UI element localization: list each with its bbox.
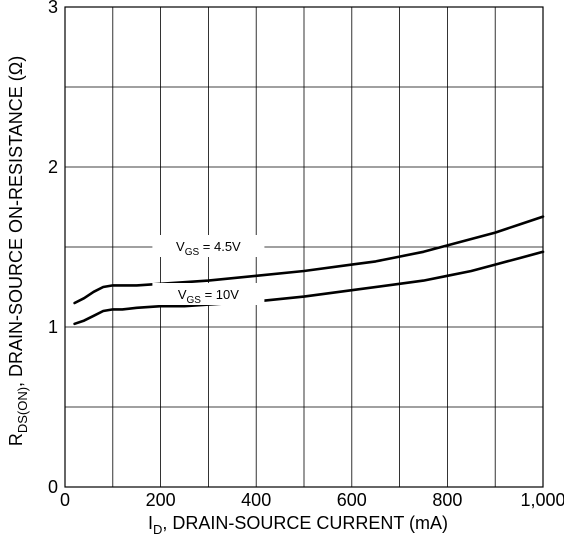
x-tick-label: 1,000 xyxy=(520,490,564,510)
grid xyxy=(65,7,543,487)
x-tick-label: 0 xyxy=(60,490,70,510)
x-tick-label: 800 xyxy=(432,490,462,510)
ticks-layer: 0 200 400 600 800 1,000 0 1 2 3 xyxy=(48,0,564,510)
x-tick-label: 200 xyxy=(146,490,176,510)
y-axis-title-sub: DS(ON) xyxy=(15,387,30,433)
series-label-background xyxy=(152,283,265,305)
series-line-1 xyxy=(73,250,545,326)
series-label-rest: = 4.5V xyxy=(199,239,241,254)
series-label-0: VGS = 4.5V xyxy=(176,239,241,258)
series-label-sub: GS xyxy=(187,295,202,306)
series-line-0 xyxy=(73,215,545,305)
y-tick-label: 1 xyxy=(48,317,58,337)
y-tick-label: 0 xyxy=(48,477,58,497)
y-tick-label: 3 xyxy=(48,0,58,17)
series-label-background xyxy=(152,235,265,257)
x-axis-title-rest: , DRAIN-SOURCE CURRENT (mA) xyxy=(162,513,448,533)
series-label-sub: GS xyxy=(185,247,200,258)
y-axis-title-main: R xyxy=(6,433,26,446)
plot-frame xyxy=(64,6,544,488)
series-layer xyxy=(73,215,545,326)
series-label-main: V xyxy=(178,287,187,302)
x-tick-label: 400 xyxy=(241,490,271,510)
series-label-rest: = 10V xyxy=(201,287,239,302)
x-tick-label: 600 xyxy=(337,490,367,510)
y-tick-label: 2 xyxy=(48,157,58,177)
series-label-1: VGS = 10V xyxy=(178,287,239,306)
x-axis-title-sub: D xyxy=(153,522,162,537)
x-axis-title: ID, DRAIN-SOURCE CURRENT (mA) xyxy=(148,513,448,537)
y-axis-title-rest: , DRAIN-SOURCE ON-RESISTANCE (Ω) xyxy=(6,56,26,387)
y-axis-title: RDS(ON), DRAIN-SOURCE ON-RESISTANCE (Ω) xyxy=(6,56,30,446)
series-label-main: V xyxy=(176,239,185,254)
x-axis-title-main: I xyxy=(148,513,153,533)
